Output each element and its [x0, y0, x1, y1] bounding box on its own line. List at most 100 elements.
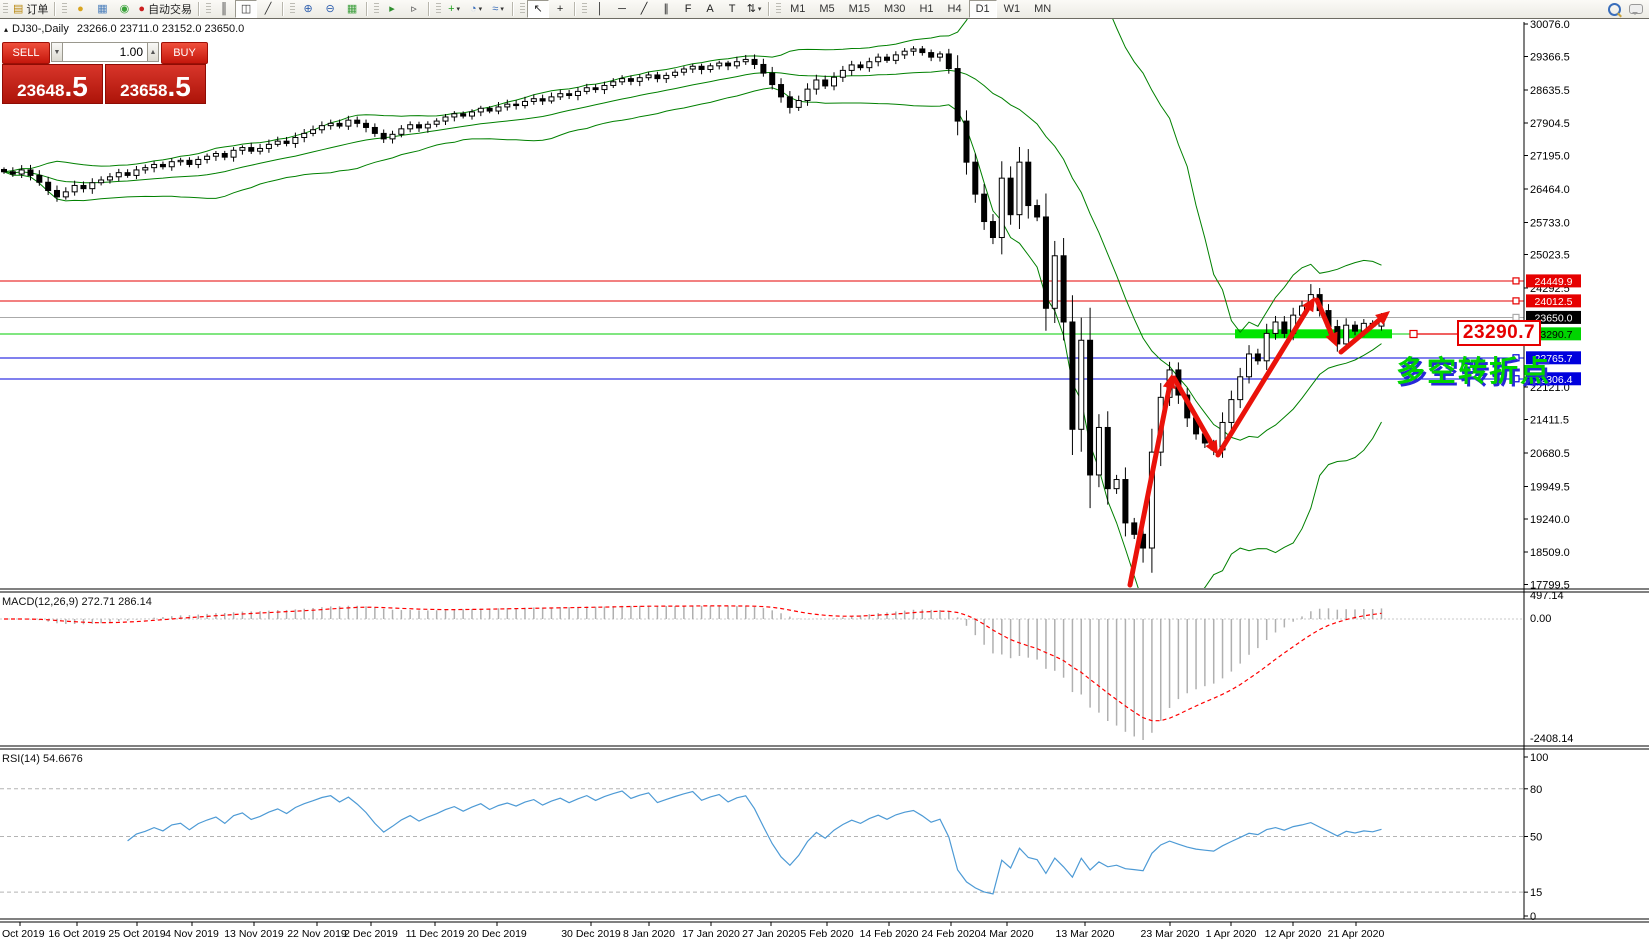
horizontal-line-icon[interactable]: ─: [618, 3, 626, 15]
collapse-panel-icon[interactable]: ▴: [4, 25, 9, 34]
svg-text:23290.7: 23290.7: [1535, 329, 1573, 341]
line-chart-icon[interactable]: ╱: [264, 3, 272, 15]
svg-text:50: 50: [1530, 832, 1542, 844]
chat-icon[interactable]: [1629, 4, 1643, 15]
svg-text:13 Mar 2020: 13 Mar 2020: [1056, 928, 1115, 940]
volume-stepper: ▼ ▲: [51, 42, 159, 62]
volume-up-button[interactable]: ▲: [147, 42, 159, 62]
volume-down-button[interactable]: ▼: [51, 42, 63, 62]
signals-icon[interactable]: ◉: [119, 3, 130, 15]
toolbar-grip: [436, 3, 442, 15]
timeframe-button-m15[interactable]: M15: [848, 3, 871, 15]
toolbar-separator: [366, 2, 369, 16]
svg-text:-2408.14: -2408.14: [1530, 733, 1573, 745]
bar-chart-icon[interactable]: ║: [220, 3, 228, 15]
svg-text:19949.5: 19949.5: [1530, 481, 1570, 493]
arrows-icon[interactable]: ⇅ ▾: [746, 3, 762, 15]
macd-indicator-label: MACD(12,26,9) 272.71 286.14: [2, 596, 152, 608]
svg-text:0: 0: [1530, 911, 1536, 923]
macd-pane: 497.14 0.00 -2408.14: [0, 590, 1573, 745]
chart-shift-icon[interactable]: ▹: [411, 3, 417, 15]
svg-text:27 Jan 2020: 27 Jan 2020: [742, 928, 800, 940]
svg-text:22765.7: 22765.7: [1535, 353, 1573, 365]
svg-text:12 Apr 2020: 12 Apr 2020: [1265, 928, 1322, 940]
sell-button[interactable]: SELL: [2, 42, 50, 64]
crosshair-icon[interactable]: +: [556, 3, 564, 15]
toolbar-grip: [776, 3, 782, 15]
periods-icon[interactable]: ◔ ▾: [469, 3, 483, 15]
svg-text:80: 80: [1530, 784, 1542, 796]
timeframe-button-w1[interactable]: W1: [1003, 3, 1021, 15]
toolbar-grip: [290, 3, 296, 15]
svg-text:24 Feb 2020: 24 Feb 2020: [922, 928, 981, 940]
svg-text:15: 15: [1530, 887, 1542, 899]
svg-text:20680.5: 20680.5: [1530, 448, 1570, 460]
chart-frame-border: [0, 18, 1649, 19]
timeframe-button-m30[interactable]: M30: [884, 3, 906, 15]
volume-input[interactable]: [63, 42, 147, 62]
vertical-line-icon[interactable]: │: [596, 3, 604, 15]
svg-text:24012.5: 24012.5: [1535, 296, 1573, 308]
svg-text:11 Dec 2019: 11 Dec 2019: [406, 928, 465, 940]
svg-text:18509.0: 18509.0: [1530, 547, 1570, 559]
auto-scroll-icon[interactable]: ▸: [389, 3, 395, 15]
toolbar-grip: [62, 3, 68, 15]
buy-button[interactable]: BUY: [161, 42, 208, 64]
search-icon[interactable]: [1608, 2, 1621, 16]
fibonacci-icon[interactable]: F: [684, 3, 692, 15]
toolbar-grip: [3, 3, 8, 15]
buy-price-main: 23658: [120, 81, 168, 100]
add-indicator-icon[interactable]: + ▾: [448, 3, 461, 15]
chart-title: ▴ DJ30-,Daily 23266.0 23711.0 23152.0 2365…: [4, 23, 244, 35]
market-watch-icon[interactable]: ●: [77, 3, 84, 15]
tile-windows-icon[interactable]: ▦: [346, 3, 358, 15]
svg-text:2 Dec 2019: 2 Dec 2019: [344, 928, 398, 940]
cursor-icon[interactable]: ↖: [527, 0, 550, 18]
svg-text:23650.0: 23650.0: [1535, 312, 1573, 324]
timeframe-button-mn[interactable]: MN: [1034, 3, 1052, 15]
svg-text:30 Dec 2019: 30 Dec 2019: [561, 928, 621, 940]
zoom-out-icon[interactable]: ⊖: [325, 3, 335, 15]
toolbar-separator: [768, 2, 771, 16]
channel-icon[interactable]: ∥: [663, 3, 669, 15]
svg-text:14 Feb 2020: 14 Feb 2020: [860, 928, 919, 940]
rsi-indicator-label: RSI(14) 54.6676: [2, 753, 83, 765]
toolbar-separator: [282, 2, 285, 16]
svg-text:16 Oct 2019: 16 Oct 2019: [48, 928, 105, 940]
trend-arrows-annotation: [1127, 297, 1457, 588]
timeframe-button-h4[interactable]: H4: [947, 3, 962, 15]
autotrading-button[interactable]: ● 自动交易: [138, 3, 193, 16]
turning-point-annotation[interactable]: 多空转折点: [1396, 356, 1552, 388]
toolbar-separator: [428, 2, 431, 16]
toolbar-grip: [520, 3, 526, 15]
rsi-pane: 100 80 50 15 0: [0, 752, 1548, 923]
svg-text:22 Nov 2019: 22 Nov 2019: [287, 928, 347, 940]
zoom-in-icon[interactable]: ⊕: [303, 3, 313, 15]
price-chart-canvas[interactable]: 30076.0 29366.5 28635.5 27904.5 27195.0 26464…: [0, 18, 1649, 942]
price-callout-label[interactable]: 23290.7: [1457, 320, 1541, 346]
templates-icon[interactable]: ≈ ▾: [492, 3, 504, 15]
toolbar-separator: [198, 2, 201, 16]
svg-text:21411.5: 21411.5: [1530, 415, 1569, 427]
buy-price-frac: .5: [167, 71, 191, 102]
buy-price-display[interactable]: 23658.5: [105, 64, 206, 104]
chart-window-icon[interactable]: ▦: [97, 3, 108, 15]
svg-text:25023.5: 25023.5: [1530, 250, 1570, 262]
timeframe-button-d1[interactable]: D1: [968, 0, 997, 18]
timeframe-button-m1[interactable]: M1: [790, 3, 806, 15]
support-zone-bar: [1235, 329, 1392, 339]
timeframe-button-h1[interactable]: H1: [919, 3, 934, 15]
text-icon[interactable]: A: [706, 3, 714, 15]
svg-text:497.14: 497.14: [1530, 590, 1564, 602]
svg-text:27904.5: 27904.5: [1530, 118, 1570, 130]
sell-price-display[interactable]: 23648.5: [2, 64, 103, 104]
sell-price-frac: .5: [64, 71, 88, 102]
toolbar-grip: [582, 3, 588, 15]
trendline-icon[interactable]: ╱: [640, 3, 648, 15]
main-toolbar: ▤ 订单 ● ▦ ◉ ● 自动交易 ║ ◫ ╱ ⊕ ⊖ ▦ ▸ ▹ + ▾ ◔ ▾ ≈ ▾ ↖ + │ ─ ╱ ∥ F A T ⇅ ▾ M1 M5…: [0, 0, 1649, 19]
new-order-button[interactable]: ▤ 订单: [13, 3, 49, 16]
svg-text:19240.0: 19240.0: [1530, 514, 1570, 526]
candlestick-chart-icon[interactable]: ◫: [235, 0, 258, 18]
timeframe-button-m5[interactable]: M5: [819, 3, 835, 15]
text-label-icon[interactable]: T: [728, 3, 736, 15]
